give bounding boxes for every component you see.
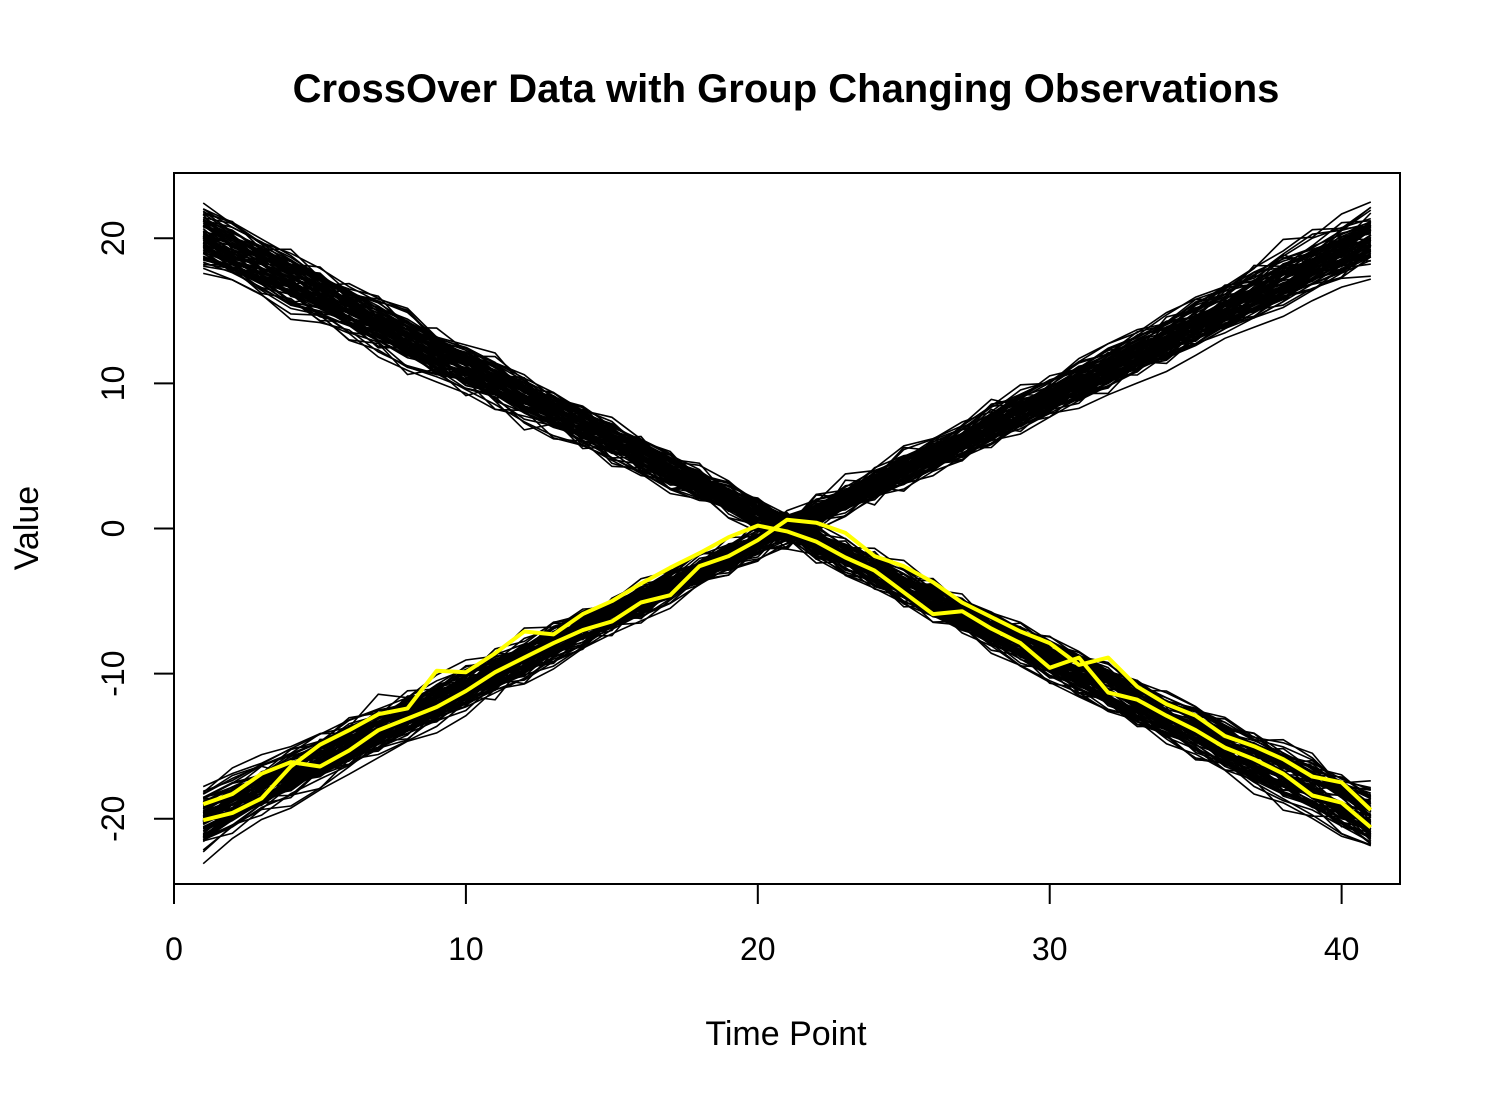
x-axis: 0 10 20 30 40 bbox=[165, 883, 1360, 967]
highlighted-series-line-1 bbox=[202, 517, 1373, 812]
series-line-increasing-84 bbox=[202, 232, 1371, 812]
x-tick-label: 0 bbox=[165, 931, 183, 967]
series-line-increasing-23 bbox=[202, 201, 1372, 794]
series-line-decreasing-62 bbox=[202, 202, 1372, 791]
series-line-increasing-61 bbox=[202, 278, 1372, 865]
x-tick-label: 40 bbox=[1324, 931, 1360, 967]
y-tick-label: 20 bbox=[95, 220, 131, 256]
highlighted-series-lines bbox=[202, 517, 1373, 829]
y-tick-label: 0 bbox=[95, 520, 131, 538]
series-line-increasing-89 bbox=[202, 220, 1372, 822]
y-axis-label: Value bbox=[8, 486, 46, 570]
series-line-decreasing-69 bbox=[202, 208, 1371, 791]
series-line-increasing-20 bbox=[202, 206, 1372, 792]
x-tick-label: 10 bbox=[448, 931, 484, 967]
highlighted-series-line-2 bbox=[202, 523, 1373, 829]
series-line-increasing-50 bbox=[202, 250, 1372, 831]
y-tick-label: -20 bbox=[95, 796, 131, 842]
series-line-increasing-59 bbox=[202, 275, 1371, 853]
x-axis-label: Time Point bbox=[705, 1015, 867, 1053]
y-tick-label: 10 bbox=[95, 366, 131, 402]
y-tick-label: -10 bbox=[95, 650, 131, 696]
series-line-increasing-88 bbox=[202, 249, 1372, 851]
x-tick-label: 30 bbox=[1032, 931, 1068, 967]
x-tick-label: 20 bbox=[740, 931, 776, 967]
y-axis: -20 -10 0 10 20 bbox=[95, 220, 175, 842]
series-line-increasing-73 bbox=[202, 206, 1372, 788]
chart-title: CrossOver Data with Group Changing Obser… bbox=[293, 67, 1280, 111]
series-line-increasing-46 bbox=[202, 217, 1372, 799]
